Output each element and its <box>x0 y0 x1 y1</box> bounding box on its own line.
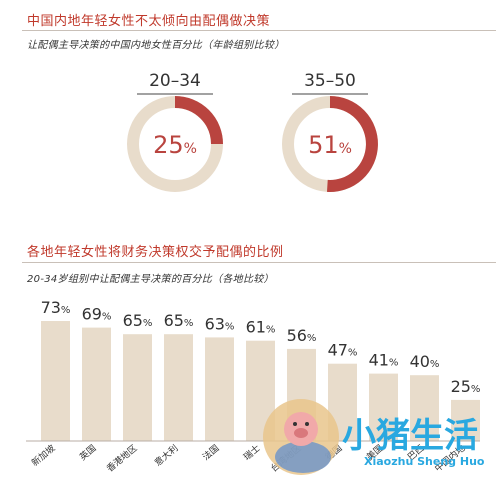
bar-value-label: 61% <box>246 318 276 337</box>
section2-title: 各地年轻女性将财务决策权交予配偶的比例 <box>27 245 284 260</box>
bar <box>369 373 398 441</box>
donut-age-label: 35–50 <box>304 71 356 91</box>
bar <box>82 327 111 441</box>
bar <box>205 337 234 441</box>
bar-value-label: 40% <box>410 352 440 371</box>
bar <box>123 334 152 441</box>
bar-value-label: 65% <box>164 311 194 330</box>
watermark-logo: 小猪生活 Xiaozhu Sheng Huo <box>263 399 485 475</box>
section1-title: 中国内地年轻女性不太倾向由配偶做决策 <box>27 14 271 29</box>
bar <box>451 399 480 441</box>
donut-age-label: 20–34 <box>149 71 201 91</box>
bar-value-label: 41% <box>369 351 399 370</box>
section1-divider <box>22 30 496 31</box>
bar <box>410 375 439 441</box>
donut-value-label: 51% <box>308 131 352 159</box>
bar-value-label: 63% <box>205 314 235 333</box>
bar <box>164 334 193 441</box>
bar-value-label: 47% <box>328 341 358 360</box>
section2-divider <box>22 262 496 263</box>
bar-value-label: 65% <box>123 311 153 330</box>
bar-value-label: 56% <box>287 326 317 345</box>
bar-category-label: 法国 <box>200 442 222 463</box>
bar <box>41 321 70 441</box>
bar-value-label: 73% <box>41 298 71 317</box>
watermark-url: Xiaozhu Sheng Huo <box>364 455 485 468</box>
bar-value-label: 25% <box>451 377 481 396</box>
donut-value-label: 25% <box>153 131 197 159</box>
bar-category-label: 英国 <box>77 442 99 463</box>
donut-value-arc <box>326 96 378 192</box>
bar-category-label: 新加坡 <box>29 442 57 469</box>
bar-category-label: 香港地区 <box>104 442 139 474</box>
section2-subtitle: 20-34岁组别中让配偶主导决策的百分比（各地比较） <box>27 274 274 285</box>
bar-category-label: 意大利 <box>152 442 180 469</box>
donut-charts: 20–34 25% 35–50 51% <box>127 71 378 192</box>
bar-value-label: 69% <box>82 305 112 324</box>
donut-value-arc <box>174 96 223 145</box>
section1-subtitle: 让配偶主导决策的中国内地女性百分比（年龄组别比较） <box>27 40 285 51</box>
watermark-text: 小猪生活 <box>342 416 478 456</box>
